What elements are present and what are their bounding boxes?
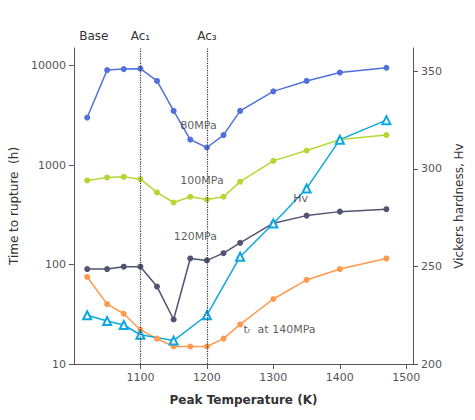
svg-text:Vickers hardness, Hv: Vickers hardness, Hv (452, 143, 466, 268)
svg-text:tᵣ at 140MPa: tᵣ at 140MPa (243, 323, 315, 336)
svg-text:1300: 1300 (259, 371, 287, 384)
svg-text:Peak Temperature (K): Peak Temperature (K) (169, 393, 317, 407)
svg-text:100MPa: 100MPa (180, 174, 223, 187)
svg-text:Time to rupture (h): Time to rupture (h) (7, 147, 21, 266)
svg-text:1400: 1400 (326, 371, 354, 384)
svg-text:1100: 1100 (126, 371, 154, 384)
svg-text:1000: 1000 (38, 159, 66, 172)
svg-text:Ac₁: Ac₁ (131, 29, 151, 43)
svg-text:350: 350 (421, 65, 442, 78)
svg-text:250: 250 (421, 260, 442, 273)
svg-text:1200: 1200 (193, 371, 221, 384)
svg-text:Ac₃: Ac₃ (197, 29, 217, 43)
svg-text:200: 200 (421, 358, 442, 371)
svg-text:100: 100 (45, 258, 66, 271)
svg-text:10: 10 (52, 358, 66, 371)
svg-text:120MPa: 120MPa (174, 230, 217, 243)
svg-text:Base: Base (79, 29, 108, 43)
svg-text:80MPa: 80MPa (180, 119, 216, 132)
svg-text:Hv: Hv (293, 192, 308, 205)
svg-text:10000: 10000 (31, 59, 66, 72)
svg-text:300: 300 (421, 162, 442, 175)
svg-text:1500: 1500 (392, 371, 420, 384)
